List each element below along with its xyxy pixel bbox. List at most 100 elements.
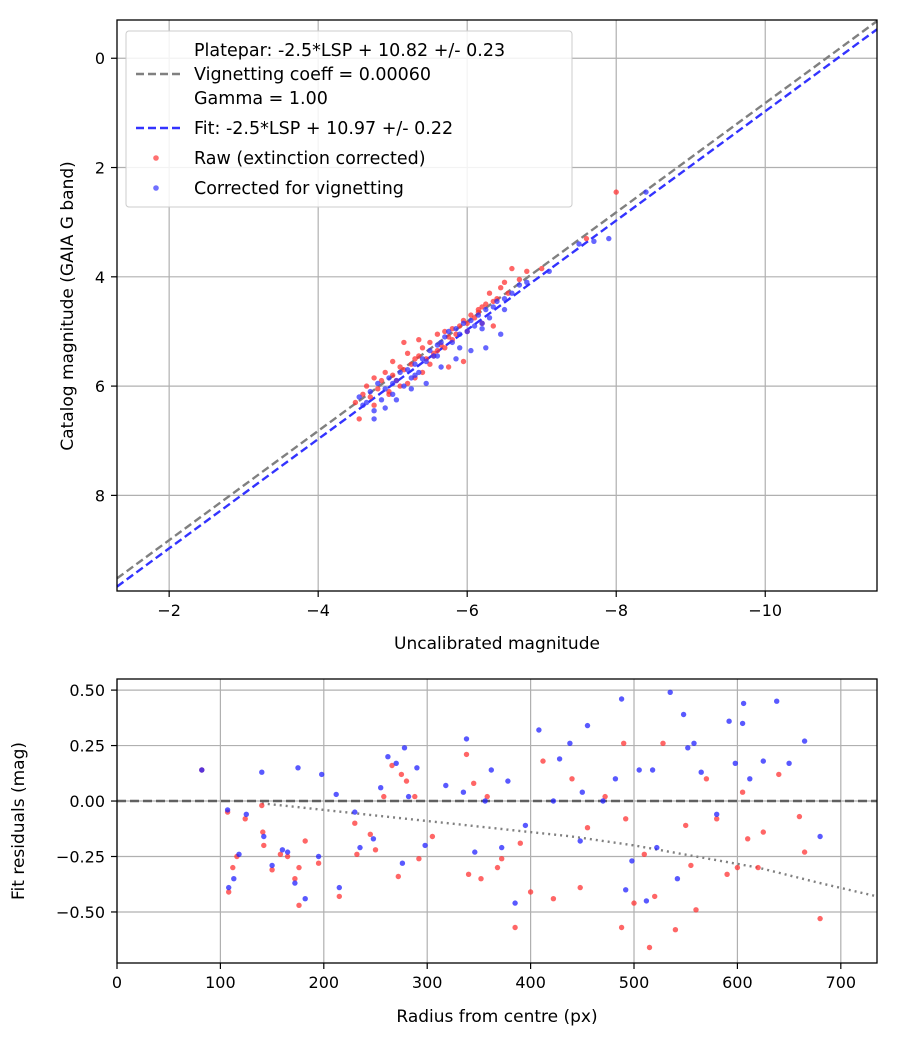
legend-box [125, 30, 573, 208]
top-raw-point [613, 189, 619, 195]
bottom-corrected-point [612, 776, 619, 782]
top-corrected-points [356, 189, 649, 422]
bottom-corrected-point [236, 851, 242, 857]
bottom-raw-point [641, 851, 647, 857]
top-raw-point [397, 364, 403, 370]
top-corrected-point [423, 358, 429, 365]
top-corrected-point [576, 241, 582, 247]
bottom-corrected-point [284, 849, 291, 855]
top-corrected-point [434, 342, 441, 348]
bottom-y-axis-label: Fit residuals (mag) [9, 742, 29, 900]
bottom-x-tick-label: 500 [619, 973, 650, 992]
bottom-raw-point [569, 776, 575, 782]
bottom-raw-point [403, 778, 410, 784]
top-corrected-point [457, 345, 463, 351]
top-raw-point [363, 383, 370, 389]
bottom-raw-point [660, 740, 666, 746]
bottom-raw-point [618, 924, 625, 931]
bottom-y-tick-label: 0.25 [69, 737, 105, 756]
top-corrected-point [457, 331, 463, 337]
top-line-fit [116, 28, 878, 588]
top-x-ticks: −2 −4 −6 −8 −10 [157, 591, 782, 620]
top-x-tick-label: −8 [604, 601, 628, 620]
bottom-corrected-point [401, 745, 408, 751]
bottom-raw-point [416, 856, 422, 862]
top-raw-point [468, 312, 474, 318]
bottom-corrected-point [414, 765, 420, 771]
top-corrected-point [479, 326, 485, 332]
bottom-corrected-point [460, 789, 467, 795]
bottom-corrected-point [472, 849, 478, 855]
bottom-x-axis-label: Radius from centre (px) [396, 1007, 597, 1027]
bottom-corrected-point [726, 718, 732, 724]
top-raw-point [516, 276, 523, 283]
top-corrected-point [516, 282, 523, 288]
bottom-corrected-point [600, 798, 606, 804]
bottom-corrected-point [488, 767, 494, 773]
top-x-axis-label: Uncalibrated magnitude [394, 634, 600, 654]
bottom-corrected-point [636, 767, 642, 773]
top-raw-point [490, 323, 496, 329]
bottom-y-ticks: 0.50 0.25 0.00 −0.25 −0.50 [56, 681, 117, 922]
legend-gamma-label: Gamma = 1.00 [194, 89, 328, 109]
bottom-corrected-point [292, 880, 298, 886]
top-raw-point [498, 285, 504, 291]
bottom-raw-point [352, 820, 358, 826]
bottom-raw-point [817, 915, 823, 922]
bottom-corrected-point [336, 884, 342, 891]
bottom-raw-point [672, 927, 679, 933]
bottom-corrected-point [747, 776, 753, 782]
top-corrected-point [360, 402, 366, 408]
top-corrected-point [378, 397, 385, 403]
top-corrected-point [404, 367, 411, 373]
top-raw-point [408, 361, 414, 367]
bottom-corrected-point [259, 769, 265, 775]
top-corrected-point [393, 397, 400, 403]
bottom-raw-point [398, 771, 405, 778]
top-corrected-point [382, 405, 388, 411]
bottom-corrected-point [399, 860, 406, 866]
bottom-raw-point [381, 793, 387, 800]
bottom-raw-point [296, 864, 302, 871]
top-raw-point [367, 394, 373, 400]
bottom-corrected-point [226, 884, 232, 891]
bottom-corrected-point [378, 785, 384, 791]
bottom-corrected-point [740, 700, 747, 707]
bottom-corrected-point [261, 833, 267, 840]
top-raw-point [479, 304, 485, 310]
bottom-corrected-point [685, 745, 691, 751]
bottom-raw-point [631, 900, 637, 906]
bottom-corrected-point [567, 740, 573, 746]
bottom-raw-point [284, 853, 291, 860]
bottom-corrected-point [680, 711, 687, 718]
bottom-raw-point [512, 924, 518, 931]
bottom-raw-point [714, 816, 720, 822]
top-corrected-point [438, 364, 444, 370]
bottom-raw-point [602, 793, 608, 800]
top-corrected-point [363, 399, 370, 406]
bottom-chart: 0 100 200 300 400 500 600 700 0.50 0.25 0.00 −0.25… [9, 678, 878, 1027]
top-corrected-point [501, 306, 508, 313]
bottom-raw-point [776, 771, 782, 778]
bottom-corrected-point [224, 807, 231, 813]
bottom-x-tick-label: 400 [515, 973, 546, 992]
top-corrected-point [445, 328, 452, 335]
bottom-corrected-point [623, 887, 629, 893]
bottom-raw-point [412, 793, 418, 800]
top-corrected-point [501, 296, 508, 302]
bottom-y-tick-label: −0.50 [56, 903, 105, 922]
bottom-raw-point [261, 842, 267, 849]
top-corrected-point [375, 380, 381, 387]
bottom-grid [116, 679, 877, 963]
bottom-corrected-point [295, 765, 301, 771]
bottom-corrected-point [243, 811, 249, 817]
bottom-x-tick-label: 600 [722, 973, 753, 992]
top-corrected-point [546, 268, 552, 274]
top-raw-point [360, 391, 366, 397]
top-corrected-point [524, 279, 530, 285]
top-y-tick-label: 0 [95, 49, 105, 68]
bottom-corrected-point [370, 836, 377, 842]
top-corrected-point [393, 377, 400, 384]
top-corrected-point [468, 317, 474, 324]
top-corrected-point [434, 353, 441, 359]
